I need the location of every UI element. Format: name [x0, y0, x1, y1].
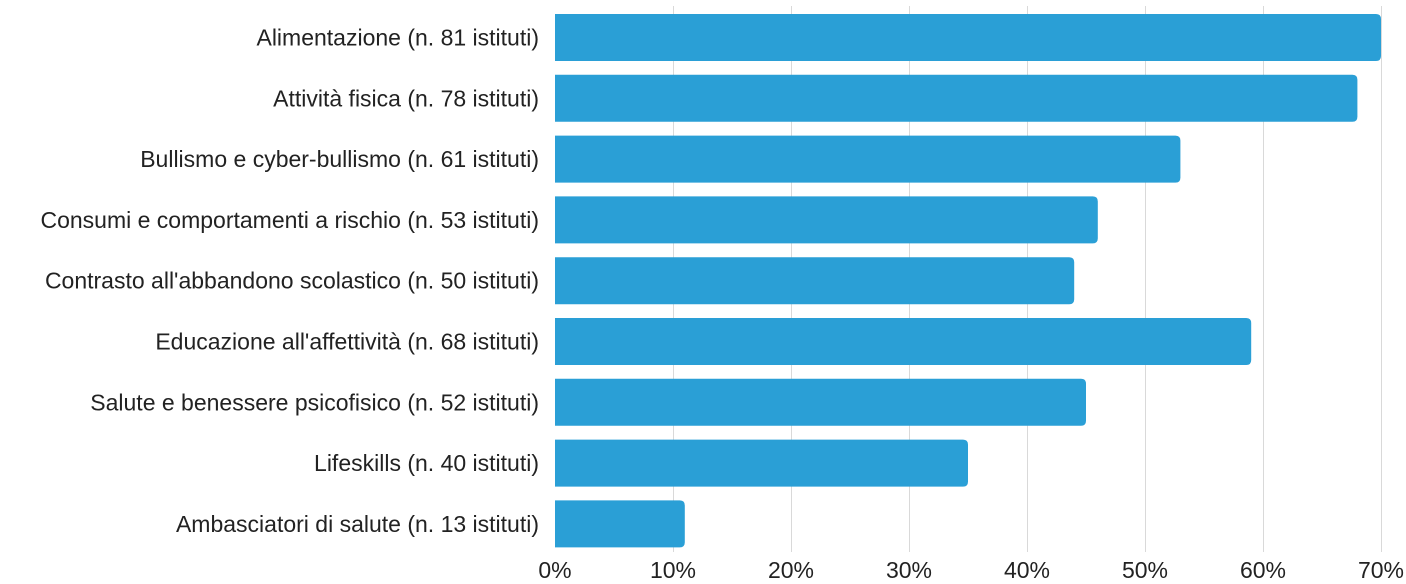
category-label-0: Alimentazione (n. 81 istituti)	[256, 25, 539, 51]
x-tick-label-20: 20%	[768, 557, 814, 583]
category-label-8: Ambasciatori di salute (n. 13 istituti)	[176, 511, 539, 537]
category-label-2: Bullismo e cyber-bullismo (n. 61 istitut…	[140, 146, 539, 172]
x-tick-label-50: 50%	[1122, 557, 1168, 583]
category-label-1: Attività fisica (n. 78 istituti)	[273, 85, 539, 111]
category-labels: Alimentazione (n. 81 istituti) Attività f…	[40, 25, 539, 537]
x-tick-label-30: 30%	[886, 557, 932, 583]
bar-8	[555, 500, 685, 548]
bar-3	[555, 196, 1098, 244]
bar-4	[555, 257, 1075, 305]
category-label-7: Lifeskills (n. 40 istituti)	[314, 450, 539, 476]
x-tick-label-60: 60%	[1240, 557, 1286, 583]
bar-2	[555, 135, 1181, 183]
category-label-4: Contrasto all'abbandono scolastico (n. 5…	[45, 268, 539, 294]
category-label-5: Educazione all'affettività (n. 68 istitu…	[155, 329, 539, 355]
bar-6	[555, 378, 1086, 426]
x-tick-labels: 0% 10% 20% 30% 40% 50% 60% 70%	[538, 557, 1404, 583]
x-tick-label-0: 0%	[538, 557, 571, 583]
bar-7	[555, 439, 968, 487]
category-label-3: Consumi e comportamenti a rischio (n. 53…	[40, 207, 539, 233]
x-tick-label-10: 10%	[650, 557, 696, 583]
bar-5	[555, 318, 1252, 365]
bar-1	[555, 74, 1358, 122]
bar-0	[555, 14, 1381, 61]
x-tick-label-40: 40%	[1004, 557, 1050, 583]
bars	[555, 14, 1381, 548]
category-label-6: Salute e benessere psicofisico (n. 52 is…	[90, 389, 539, 415]
x-tick-label-70: 70%	[1358, 557, 1404, 583]
